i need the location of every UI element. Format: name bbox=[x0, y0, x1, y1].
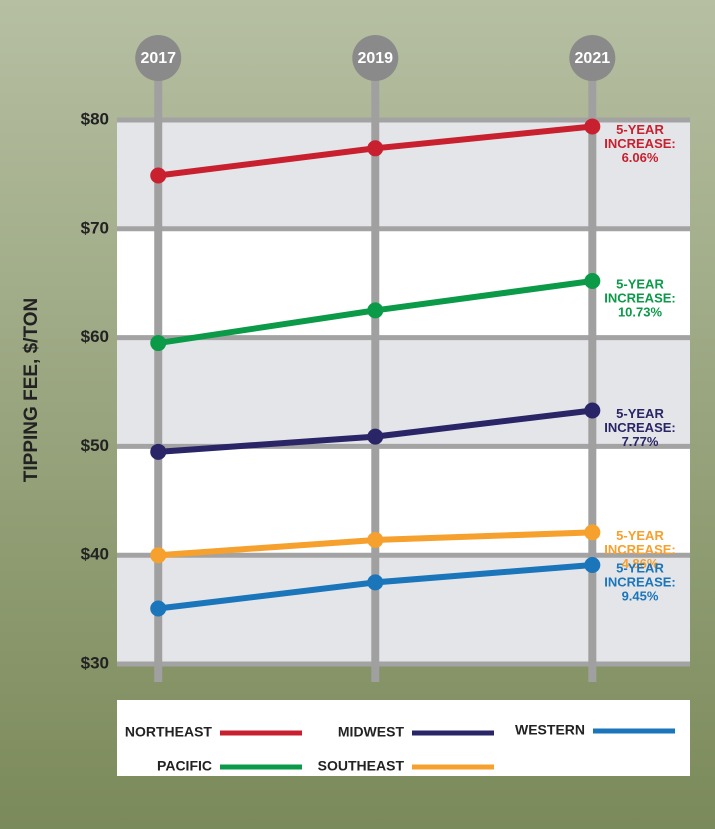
data-point bbox=[367, 574, 384, 591]
annotation: INCREASE: bbox=[604, 136, 676, 151]
annotation: 5-YEAR bbox=[616, 406, 664, 421]
legend-label: SOUTHEAST bbox=[318, 758, 405, 774]
annotation: INCREASE: bbox=[604, 290, 676, 305]
x-tick-badge bbox=[352, 35, 399, 81]
annotation: 5-YEAR bbox=[616, 560, 664, 575]
data-point bbox=[584, 273, 601, 290]
x-tick-label: 2017 bbox=[140, 50, 176, 67]
annotation: 10.73% bbox=[618, 304, 663, 319]
annotation: INCREASE: bbox=[604, 420, 676, 435]
legend-box bbox=[117, 700, 690, 776]
annotation: INCREASE: bbox=[604, 574, 676, 589]
annotation: 5-YEAR bbox=[616, 528, 664, 543]
data-point bbox=[584, 118, 601, 135]
data-point bbox=[367, 140, 384, 157]
data-point bbox=[150, 443, 167, 460]
legend-label: PACIFIC bbox=[157, 758, 212, 774]
data-point bbox=[584, 556, 601, 573]
annotation: 6.06% bbox=[622, 150, 659, 165]
data-point bbox=[150, 335, 167, 352]
data-point bbox=[150, 600, 167, 617]
y-tick-label: $80 bbox=[81, 109, 109, 128]
data-point bbox=[150, 167, 167, 184]
y-tick-label: $50 bbox=[81, 436, 109, 455]
data-point bbox=[150, 547, 167, 564]
y-tick-label: $40 bbox=[81, 545, 109, 564]
data-point bbox=[367, 428, 384, 445]
annotation: 9.45% bbox=[622, 588, 659, 603]
x-tick-label: 2019 bbox=[357, 50, 393, 67]
annotation: 5-YEAR bbox=[616, 276, 664, 291]
data-point bbox=[367, 531, 384, 548]
y-tick-label: $30 bbox=[81, 653, 109, 672]
legend-label: WESTERN bbox=[515, 722, 585, 738]
plot-band bbox=[117, 555, 690, 664]
x-tick-label: 2021 bbox=[575, 50, 611, 67]
annotation: 4.86% bbox=[622, 556, 659, 571]
plot-band bbox=[117, 228, 690, 338]
y-tick-label: $70 bbox=[81, 218, 109, 237]
y-axis-label: TIPPING FEE, $/TON bbox=[21, 298, 42, 482]
x-tick-badge bbox=[135, 35, 182, 81]
annotation: INCREASE: bbox=[604, 542, 676, 557]
data-point bbox=[584, 524, 601, 541]
annotation: 5-YEAR bbox=[616, 122, 664, 137]
data-point bbox=[584, 402, 601, 419]
legend-label: MIDWEST bbox=[338, 724, 405, 740]
annotation: 7.77% bbox=[622, 434, 659, 449]
y-tick-label: $60 bbox=[81, 327, 109, 346]
x-tick-badge bbox=[569, 35, 616, 81]
data-point bbox=[367, 302, 384, 319]
legend-label: NORTHEAST bbox=[125, 724, 213, 740]
